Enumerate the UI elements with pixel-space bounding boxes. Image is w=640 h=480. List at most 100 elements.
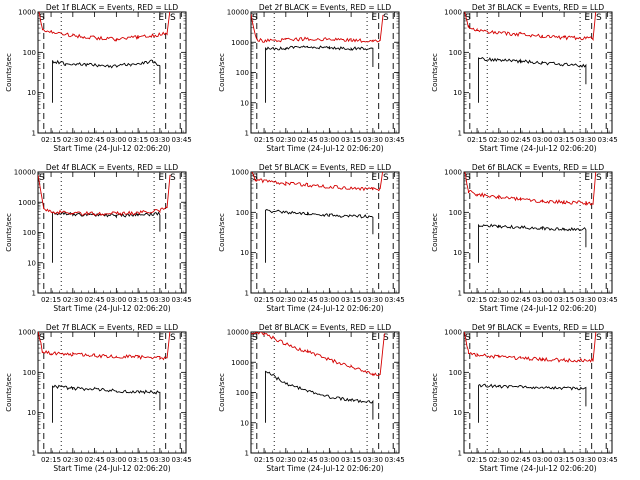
x-tick-label: 03:00: [319, 136, 339, 144]
lld-series-line: [251, 14, 384, 43]
x-tick-label: 03:30: [150, 296, 170, 304]
y-tick-label: 10: [27, 89, 36, 97]
plot-frame: [250, 331, 400, 454]
marker-S-label: S: [465, 13, 471, 23]
x-tick-label: 03:15: [341, 136, 361, 144]
x-tick-label: 03:15: [128, 136, 148, 144]
y-tick-label: 1: [458, 130, 462, 138]
y-tick-label: 10000: [14, 169, 36, 177]
x-tick-label: 02:30: [276, 136, 296, 144]
detector-panel: Det 6f BLACK = Events, RED = LLD 1 10 100 10…: [431, 163, 618, 313]
y-tick-label: 1000: [231, 169, 249, 177]
y-tick-label: 10: [27, 259, 36, 267]
x-axis-label: Start Time (24-Jul-12 02:06:20): [53, 144, 170, 153]
x-tick-label: 02:15: [41, 456, 61, 464]
x-tick-label: 02:30: [63, 136, 83, 144]
events-series-line: [265, 45, 374, 103]
x-tick-label: 02:45: [84, 456, 104, 464]
y-tick-label: 10: [453, 249, 462, 257]
x-tick-label: 03:45: [385, 136, 405, 144]
y-tick-label: 10: [27, 409, 36, 417]
events-series-line: [52, 59, 161, 103]
lld-series-line: [251, 172, 384, 192]
x-tick-label: 03:00: [532, 296, 552, 304]
marker-S-label: S: [170, 333, 176, 343]
detector-panel: Det 7f BLACK = Events, RED = LLD 1 10 100 10…: [5, 323, 192, 473]
x-tick-label: 03:15: [341, 456, 361, 464]
marker-S-label: S: [383, 13, 389, 23]
x-tick-label: 02:15: [467, 296, 487, 304]
x-tick-label: 03:00: [106, 456, 126, 464]
x-tick-label: 03:45: [172, 296, 192, 304]
x-tick-label: 03:00: [319, 456, 339, 464]
y-axis-label: Counts/sec: [218, 53, 226, 92]
x-tick-label: 02:45: [84, 136, 104, 144]
y-tick-label: 1: [245, 450, 249, 458]
x-tick-label: 02:45: [510, 296, 530, 304]
x-tick-label: 02:45: [297, 136, 317, 144]
y-tick-label: 1: [458, 290, 462, 298]
y-axis-label: Counts/sec: [218, 213, 226, 252]
x-tick-label: 03:45: [385, 456, 405, 464]
lld-series-line: [38, 332, 171, 361]
lld-series-line: [464, 12, 597, 41]
marker-S-label: S: [596, 13, 602, 23]
x-tick-label: 03:30: [576, 296, 596, 304]
y-tick-label: 10: [240, 419, 249, 427]
x-tick-label: 02:45: [510, 136, 530, 144]
marker-S-label: S: [383, 173, 389, 183]
y-tick-label: 1: [32, 290, 36, 298]
x-axis-label: Start Time (24-Jul-12 02:06:20): [53, 304, 170, 313]
marker-S-label: S: [252, 333, 258, 343]
marker-E-label: E: [371, 13, 377, 23]
x-tick-label: 03:00: [532, 456, 552, 464]
y-tick-label: 1000: [231, 39, 249, 47]
y-tick-label: 1: [245, 130, 249, 138]
marker-S-label: S: [383, 333, 389, 343]
plot-frame: [37, 171, 187, 294]
marker-S-label: S: [39, 333, 45, 343]
y-axis-label: Counts/sec: [431, 53, 439, 92]
y-tick-label: 100: [236, 389, 249, 397]
x-tick-label: 02:15: [254, 456, 274, 464]
lld-series-line: [251, 332, 385, 377]
x-tick-label: 03:30: [363, 456, 383, 464]
marker-S-label: S: [252, 173, 258, 183]
events-series-line: [52, 384, 161, 423]
x-tick-label: 03:00: [106, 296, 126, 304]
x-axis-label: Start Time (24-Jul-12 02:06:20): [479, 144, 596, 153]
y-tick-label: 1000: [444, 9, 462, 17]
events-series-line: [478, 223, 587, 263]
detector-panel: Det 1f BLACK = Events, RED = LLD 1 10 100 10…: [5, 3, 192, 153]
lld-series-line: [38, 12, 171, 42]
x-tick-label: 02:15: [41, 296, 61, 304]
marker-S-label: S: [596, 173, 602, 183]
plot-frame: [250, 11, 400, 134]
y-tick-label: 1000: [18, 9, 36, 17]
x-tick-label: 03:15: [554, 296, 574, 304]
marker-S-label: S: [252, 13, 258, 23]
detector-panel: Det 4f BLACK = Events, RED = LLD 1 10 100 10…: [5, 163, 192, 313]
x-axis-label: Start Time (24-Jul-12 02:06:20): [479, 304, 596, 313]
x-tick-label: 03:45: [172, 136, 192, 144]
panel-title: Det 3f BLACK = Events, RED = LLD: [472, 3, 605, 12]
x-tick-label: 03:30: [150, 456, 170, 464]
y-tick-label: 1000: [18, 329, 36, 337]
lld-series-line: [464, 332, 597, 363]
detector-panel: Det 9f BLACK = Events, RED = LLD 1 10 100 10…: [431, 323, 618, 473]
x-tick-label: 03:15: [128, 456, 148, 464]
x-tick-label: 02:30: [489, 296, 509, 304]
x-tick-label: 03:45: [598, 136, 618, 144]
panel-title: Det 8f BLACK = Events, RED = LLD: [259, 323, 392, 332]
x-axis-label: Start Time (24-Jul-12 02:06:20): [266, 144, 383, 153]
marker-E-label: E: [158, 333, 164, 343]
x-tick-label: 02:30: [276, 296, 296, 304]
x-tick-label: 02:45: [297, 456, 317, 464]
lld-series-line: [464, 172, 597, 206]
y-tick-label: 100: [449, 209, 462, 217]
y-tick-label: 10000: [227, 9, 249, 17]
y-tick-label: 10: [240, 249, 249, 257]
y-tick-label: 1000: [231, 359, 249, 367]
x-tick-label: 03:00: [106, 136, 126, 144]
y-axis-label: Counts/sec: [5, 213, 13, 252]
